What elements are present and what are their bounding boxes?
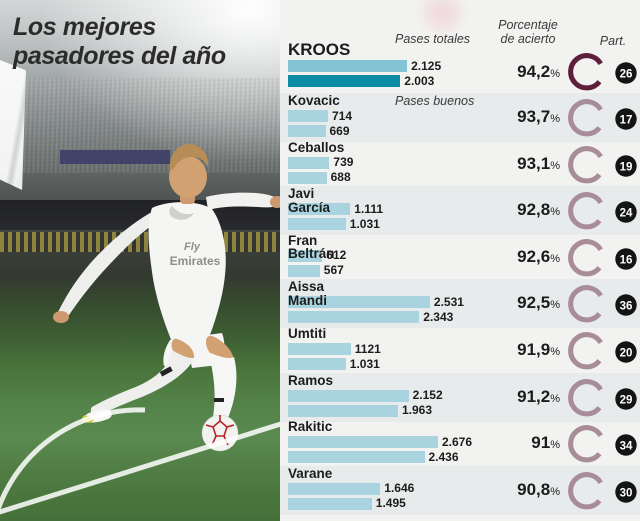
svg-text:20: 20	[620, 347, 633, 359]
svg-text:29: 29	[620, 394, 633, 406]
svg-text:19: 19	[620, 161, 633, 173]
svg-text:34: 34	[620, 440, 633, 452]
svg-text:17: 17	[620, 114, 633, 126]
svg-text:36: 36	[620, 301, 633, 313]
svg-text:30: 30	[620, 487, 633, 499]
svg-text:26: 26	[620, 68, 633, 80]
svg-text:24: 24	[620, 207, 633, 219]
svg-text:16: 16	[620, 254, 633, 266]
